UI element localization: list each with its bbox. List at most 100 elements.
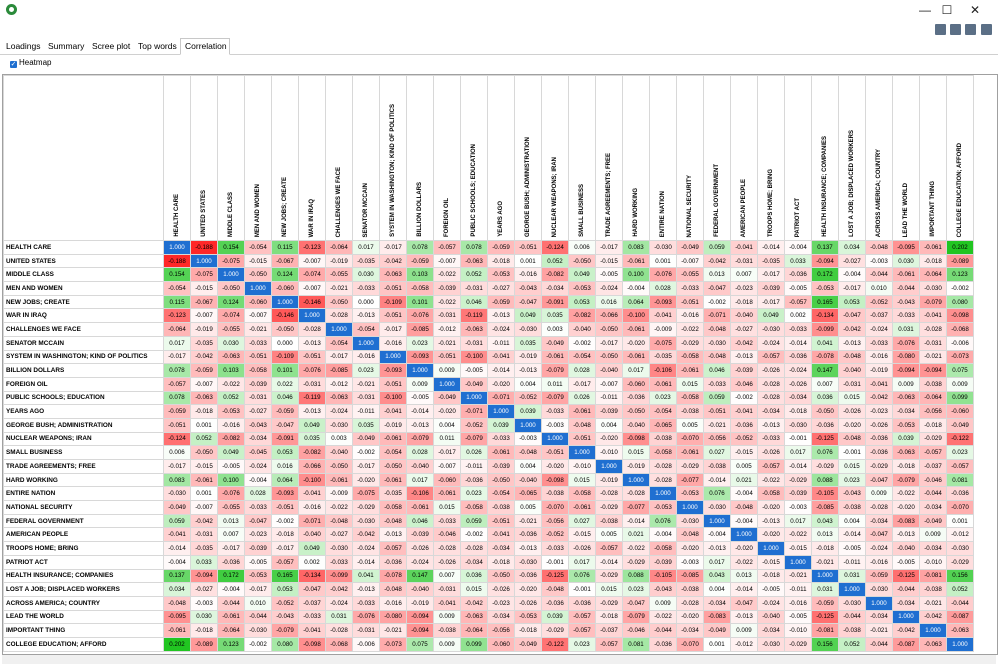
correlation-cell[interactable]: -0.030: [946, 541, 974, 556]
row-header[interactable]: TRADE AGREEMENTS; FREE: [3, 459, 164, 474]
correlation-cell[interactable]: -0.058: [460, 500, 488, 515]
correlation-cell[interactable]: -0.060: [271, 281, 299, 296]
correlation-cell[interactable]: 0.003: [325, 431, 353, 447]
correlation-cell[interactable]: 0.000: [271, 335, 299, 351]
correlation-cell[interactable]: -0.049: [514, 636, 542, 652]
correlation-cell[interactable]: 0.202: [163, 636, 191, 652]
correlation-cell[interactable]: -0.057: [784, 294, 812, 310]
correlation-cell[interactable]: -0.034: [676, 623, 704, 638]
correlation-cell[interactable]: -0.019: [865, 363, 893, 378]
correlation-cell[interactable]: -0.014: [757, 240, 785, 255]
correlation-cell[interactable]: -0.122: [946, 431, 974, 447]
correlation-cell[interactable]: 1.000: [406, 363, 434, 378]
correlation-cell[interactable]: -0.066: [595, 308, 623, 324]
correlation-cell[interactable]: -0.011: [487, 335, 515, 351]
correlation-cell[interactable]: -0.036: [379, 554, 407, 570]
correlation-cell[interactable]: -0.076: [217, 486, 245, 502]
correlation-cell[interactable]: -0.028: [460, 541, 488, 556]
correlation-cell[interactable]: -0.095: [163, 609, 191, 625]
correlation-cell[interactable]: -0.051: [271, 500, 299, 515]
correlation-cell[interactable]: -0.087: [892, 636, 920, 652]
correlation-cell[interactable]: -0.001: [541, 554, 569, 570]
correlation-cell[interactable]: 0.031: [838, 568, 866, 584]
correlation-cell[interactable]: -0.041: [433, 595, 461, 611]
correlation-cell[interactable]: -0.029: [784, 472, 812, 488]
correlation-cell[interactable]: -0.020: [757, 527, 785, 543]
column-header[interactable]: NUCLEAR WEAPONS; IRAN: [541, 75, 569, 241]
correlation-cell[interactable]: 0.015: [622, 445, 650, 460]
column-header[interactable]: AMERICAN PEOPLE: [730, 75, 758, 241]
correlation-cell[interactable]: -0.041: [487, 349, 515, 365]
tab-scree-plot[interactable]: Scree plot: [92, 41, 131, 51]
correlation-cell[interactable]: -0.004: [244, 472, 272, 488]
correlation-cell[interactable]: -0.054: [244, 240, 272, 255]
correlation-cell[interactable]: -0.016: [865, 554, 893, 570]
correlation-cell[interactable]: -0.122: [541, 636, 569, 652]
correlation-cell[interactable]: -0.098: [946, 308, 974, 324]
correlation-cell[interactable]: -0.071: [460, 404, 488, 419]
correlation-cell[interactable]: 1.000: [352, 335, 380, 351]
correlation-cell[interactable]: -0.031: [433, 308, 461, 324]
correlation-cell[interactable]: -0.046: [622, 623, 650, 638]
correlation-cell[interactable]: -0.005: [406, 390, 434, 406]
correlation-cell[interactable]: -0.048: [379, 513, 407, 529]
correlation-cell[interactable]: -0.038: [487, 500, 515, 515]
correlation-cell[interactable]: -0.098: [541, 472, 569, 488]
correlation-cell[interactable]: -0.048: [379, 582, 407, 597]
correlation-cell[interactable]: 0.049: [298, 417, 326, 433]
correlation-cell[interactable]: -0.005: [838, 541, 866, 556]
correlation-cell[interactable]: -0.033: [541, 541, 569, 556]
correlation-cell[interactable]: -0.002: [352, 445, 380, 460]
correlation-cell[interactable]: -0.017: [595, 335, 623, 351]
correlation-cell[interactable]: -0.075: [352, 486, 380, 502]
correlation-cell[interactable]: -0.028: [325, 308, 353, 324]
correlation-cell[interactable]: -0.064: [325, 240, 353, 255]
correlation-cell[interactable]: 0.017: [568, 554, 596, 570]
correlation-cell[interactable]: -0.034: [703, 595, 731, 611]
correlation-cell[interactable]: 0.124: [271, 267, 299, 283]
correlation-cell[interactable]: -0.010: [784, 623, 812, 638]
correlation-cell[interactable]: -0.035: [190, 541, 218, 556]
correlation-cell[interactable]: -0.040: [325, 445, 353, 460]
column-header[interactable]: COLLEGE EDUCATION; AFFORD: [946, 75, 974, 241]
correlation-cell[interactable]: -0.040: [838, 363, 866, 378]
correlation-cell[interactable]: -0.046: [730, 376, 758, 392]
correlation-cell[interactable]: -0.020: [595, 431, 623, 447]
correlation-cell[interactable]: 0.023: [838, 472, 866, 488]
correlation-cell[interactable]: -0.042: [730, 335, 758, 351]
correlation-cell[interactable]: 0.023: [622, 582, 650, 597]
correlation-cell[interactable]: -0.063: [892, 390, 920, 406]
correlation-cell[interactable]: -0.061: [379, 472, 407, 488]
correlation-cell[interactable]: 0.049: [217, 445, 245, 460]
correlation-cell[interactable]: -0.022: [433, 294, 461, 310]
correlation-cell[interactable]: -0.098: [622, 431, 650, 447]
correlation-cell[interactable]: -0.049: [703, 623, 731, 638]
correlation-cell[interactable]: -0.028: [757, 376, 785, 392]
correlation-cell[interactable]: -0.087: [946, 609, 974, 625]
correlation-cell[interactable]: -0.037: [865, 308, 893, 324]
correlation-cell[interactable]: -0.050: [595, 322, 623, 337]
correlation-cell[interactable]: -0.053: [568, 281, 596, 296]
heatmap-checkbox[interactable]: ✓ Heatmap: [10, 58, 51, 68]
correlation-cell[interactable]: 0.049: [514, 308, 542, 324]
correlation-cell[interactable]: -0.033: [784, 322, 812, 337]
correlation-cell[interactable]: -0.075: [217, 253, 245, 269]
correlation-cell[interactable]: -0.022: [325, 500, 353, 515]
correlation-cell[interactable]: 0.016: [271, 459, 299, 474]
correlation-cell[interactable]: -0.030: [703, 335, 731, 351]
correlation-cell[interactable]: -0.033: [757, 431, 785, 447]
correlation-cell[interactable]: -0.021: [784, 568, 812, 584]
correlation-cell[interactable]: -0.028: [595, 486, 623, 502]
correlation-cell[interactable]: -0.027: [244, 404, 272, 419]
correlation-cell[interactable]: -0.020: [757, 500, 785, 515]
correlation-cell[interactable]: -0.028: [298, 322, 326, 337]
correlation-cell[interactable]: -0.027: [487, 281, 515, 296]
correlation-cell[interactable]: 1.000: [460, 390, 488, 406]
correlation-cell[interactable]: 1.000: [703, 513, 731, 529]
correlation-cell[interactable]: -0.013: [352, 308, 380, 324]
correlation-cell[interactable]: -0.049: [541, 335, 569, 351]
correlation-cell[interactable]: -0.007: [190, 308, 218, 324]
correlation-cell[interactable]: -0.146: [271, 308, 299, 324]
correlation-cell[interactable]: -0.188: [190, 240, 218, 255]
column-header[interactable]: ACROSS AMERICA; COUNTRY: [865, 75, 893, 241]
